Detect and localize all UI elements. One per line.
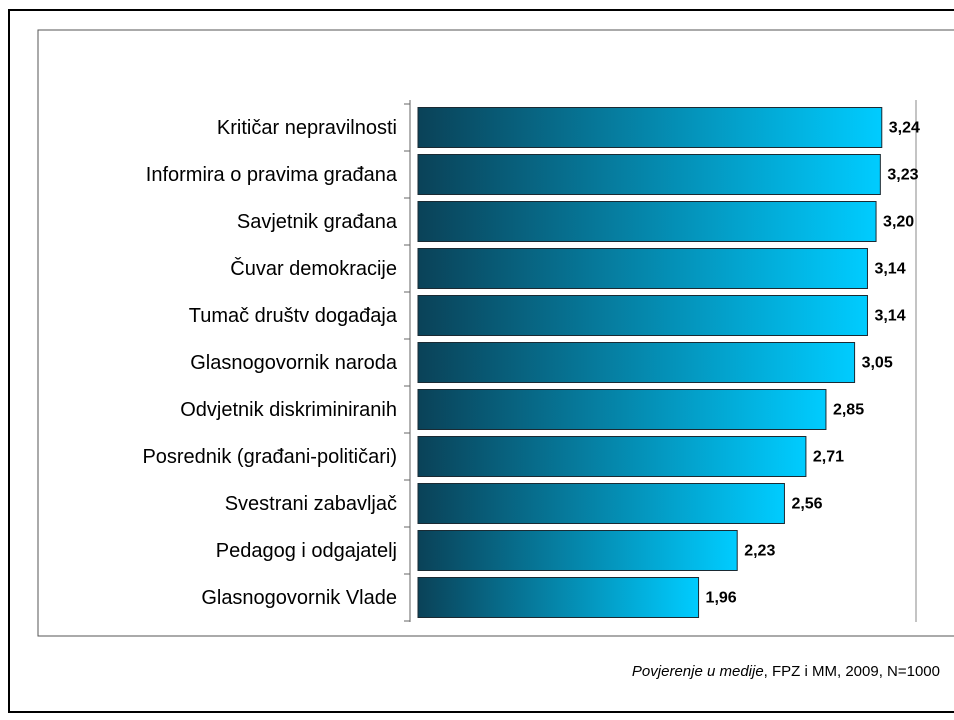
value-label: 3,14 — [874, 308, 905, 325]
bar — [417, 389, 827, 430]
category-label: Kritičar nepravilnosti — [217, 117, 397, 139]
bar — [417, 295, 868, 336]
chart-frame — [37, 29, 954, 637]
value-label: 3,05 — [862, 355, 893, 372]
slide-frame — [8, 9, 954, 713]
bar — [417, 436, 807, 477]
value-label: 2,71 — [813, 449, 844, 466]
bar — [417, 154, 881, 195]
bar — [417, 248, 868, 289]
value-label: 3,24 — [889, 120, 920, 137]
value-label: 1,96 — [706, 590, 737, 607]
bar — [417, 107, 883, 148]
value-label: 2,85 — [833, 402, 864, 419]
bar — [417, 530, 738, 571]
value-label: 2,56 — [791, 496, 822, 513]
category-label: Pedagog i odgajatelj — [216, 540, 397, 562]
category-label: Odvjetnik diskriminiranih — [180, 399, 397, 421]
category-label: Glasnogovornik naroda — [190, 352, 398, 374]
value-label: 3,14 — [874, 261, 905, 278]
source-note: Povjerenje u medije, FPZ i MM, 2009, N=1… — [632, 663, 940, 680]
category-label: Svestrani zabavljač — [225, 493, 397, 515]
category-label: Tumač društv događaja — [189, 305, 398, 327]
category-label: Posrednik (građani-političari) — [142, 446, 397, 468]
bar — [417, 483, 785, 524]
bar — [417, 201, 877, 242]
value-label: 2,23 — [744, 543, 775, 560]
value-label: 3,20 — [883, 214, 914, 231]
bar — [417, 577, 700, 618]
category-label: Savjetnik građana — [237, 211, 398, 233]
category-label: Glasnogovornik Vlade — [201, 587, 397, 609]
value-label: 3,23 — [887, 167, 918, 184]
category-label: Informira o pravima građana — [146, 164, 398, 186]
bar — [417, 342, 856, 383]
source-title: Povjerenje u medije — [632, 663, 764, 680]
source-rest: , FPZ i MM, 2009, N=1000 — [764, 663, 940, 680]
category-label: Čuvar demokracije — [230, 257, 397, 280]
